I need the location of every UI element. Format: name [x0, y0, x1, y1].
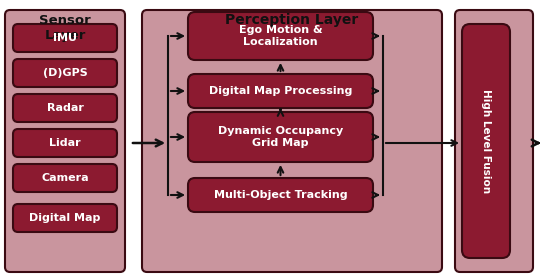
Text: Multi-Object Tracking: Multi-Object Tracking — [214, 190, 347, 200]
FancyBboxPatch shape — [13, 94, 117, 122]
FancyBboxPatch shape — [5, 10, 125, 272]
FancyBboxPatch shape — [13, 129, 117, 157]
FancyBboxPatch shape — [188, 178, 373, 212]
FancyBboxPatch shape — [13, 164, 117, 192]
Text: Radar: Radar — [47, 103, 83, 113]
FancyBboxPatch shape — [188, 112, 373, 162]
Text: Digital Map Processing: Digital Map Processing — [209, 86, 352, 96]
FancyBboxPatch shape — [188, 74, 373, 108]
Text: Lidar: Lidar — [49, 138, 81, 148]
FancyBboxPatch shape — [462, 24, 510, 258]
Text: Perception Layer: Perception Layer — [225, 13, 358, 27]
FancyBboxPatch shape — [455, 10, 533, 272]
Text: Dynamic Occupancy
Grid Map: Dynamic Occupancy Grid Map — [218, 126, 343, 148]
FancyBboxPatch shape — [188, 12, 373, 60]
FancyBboxPatch shape — [13, 59, 117, 87]
FancyBboxPatch shape — [13, 24, 117, 52]
Text: Digital Map: Digital Map — [29, 213, 101, 223]
FancyBboxPatch shape — [13, 204, 117, 232]
Text: Camera: Camera — [41, 173, 89, 183]
Text: Sensor
Layer: Sensor Layer — [39, 14, 91, 42]
Text: Ego Motion &
Localization: Ego Motion & Localization — [239, 25, 322, 47]
Text: High Level Fusion: High Level Fusion — [481, 89, 491, 193]
Text: IMU: IMU — [53, 33, 77, 43]
Text: (D)GPS: (D)GPS — [42, 68, 88, 78]
FancyBboxPatch shape — [142, 10, 442, 272]
